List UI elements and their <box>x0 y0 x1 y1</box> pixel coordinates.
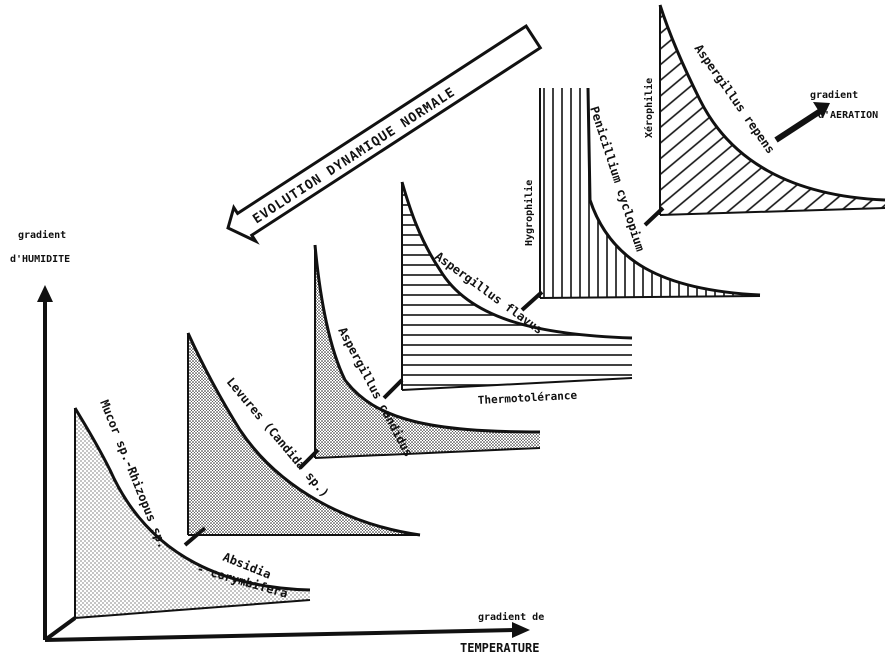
aeration-arrow: gradient d'AERATION <box>774 89 878 143</box>
banner-arrow-icon <box>226 23 543 245</box>
banner-text: EVOLUTION DYNAMIQUE NORMALE <box>250 85 458 227</box>
curve-cyclopium <box>586 87 761 297</box>
x-axis-label-line1: gradient de <box>478 611 544 623</box>
curve-levures <box>186 332 421 537</box>
curve-candidus <box>313 244 541 434</box>
aeration-arrow-icon <box>813 102 830 118</box>
label-xerophilie: Xérophilie <box>643 78 655 138</box>
y-axis-label-line1: gradient <box>18 229 66 241</box>
curve-flavus <box>400 181 633 340</box>
banner-arrow: EVOLUTION DYNAMIQUE NORMALE <box>226 23 543 245</box>
aeration-label-line1: gradient <box>810 89 858 101</box>
label-hygrophilie: Hygrophilie <box>523 180 535 246</box>
label-thermotolerance: Thermotolérance <box>477 389 577 407</box>
x-axis-label-line2: TEMPERATURE <box>460 641 539 655</box>
panel-flavus-stub <box>382 378 404 400</box>
main-axes <box>37 285 530 642</box>
depth-axis-stub <box>43 616 77 642</box>
x-axis-arrow-icon <box>512 622 530 638</box>
curve-repens <box>658 4 886 202</box>
y-axis-label-line2: d'HUMIDITE <box>10 254 70 265</box>
y-axis-arrow-icon <box>37 285 53 302</box>
curve-mucor <box>73 407 311 592</box>
panel-cyclopium-stub <box>520 290 544 312</box>
aeration-label-line2: d'AERATION <box>818 110 878 121</box>
x-axis <box>44 628 516 642</box>
